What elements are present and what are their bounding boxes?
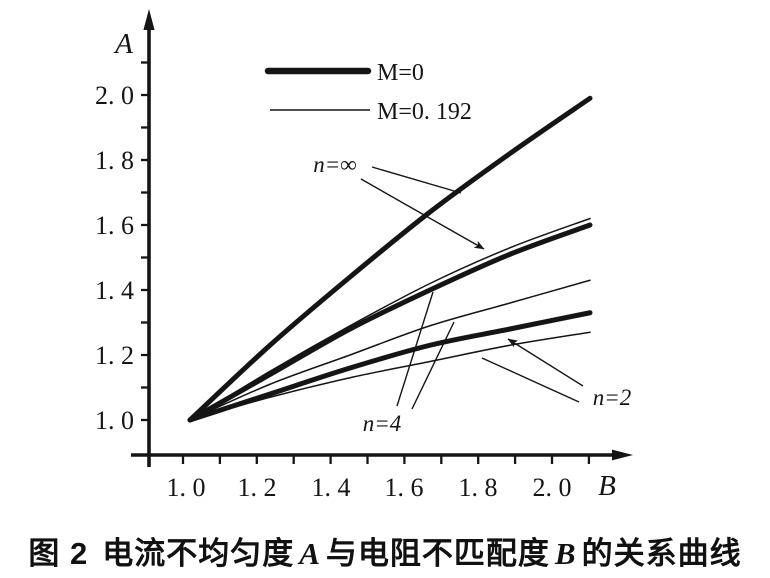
x-tick-label: 1. 2: [238, 473, 277, 502]
caption-figure-number: 图 2: [28, 536, 89, 571]
line-chart: A B 1. 0 1. 2 1. 4 1. 6 1. 8 2. 0 1. 0 1…: [95, 9, 633, 502]
curve-n-∞-M-0-192: [189, 217, 591, 421]
x-axis-arrow-icon: [612, 449, 633, 461]
leader-n-4-thin: [411, 321, 455, 410]
y-tick-label: 1. 6: [95, 211, 134, 240]
x-tick-label: 1. 0: [167, 473, 206, 502]
x-tick-label: 1. 6: [385, 473, 424, 502]
annotation-n-infinity: n=∞: [313, 152, 356, 177]
legend: M=0 M=0. 192: [264, 60, 472, 125]
x-axis-label: B: [598, 470, 616, 502]
curve-n-4-M-0: [187, 222, 593, 423]
curve-n-∞-M-0: [187, 95, 593, 423]
y-tick-label: 1. 2: [95, 341, 134, 370]
leader-n-infinity-thick: [371, 166, 462, 194]
legend-entry-m0192: M=0. 192: [377, 99, 472, 125]
leader-n-4-thick: [396, 291, 434, 407]
y-tick-label: 2. 0: [95, 81, 134, 110]
curve-n-2-M-0-192: [189, 331, 591, 421]
annotation-n-2: n=2: [593, 385, 632, 410]
y-tick-label: 1. 4: [95, 276, 134, 305]
caption-text-3: 的关系曲线: [581, 536, 742, 571]
caption-var-a: A: [299, 536, 321, 571]
x-tick-label: 2. 0: [533, 473, 572, 502]
x-axis-tick-labels: 1. 0 1. 2 1. 4 1. 6 1. 8 2. 0: [167, 473, 572, 502]
annotations: n=∞ n=4 n=2: [313, 152, 631, 436]
caption-text-2: 与电阻不匹配度: [325, 536, 550, 571]
annotation-n-4: n=4: [363, 411, 402, 436]
series-curves: [187, 95, 593, 423]
y-axis-label: A: [113, 28, 133, 60]
leader-n-infinity-thin: [360, 178, 485, 250]
curve-n-4-M-0-192: [189, 279, 591, 421]
axes: [131, 9, 633, 467]
x-tick-label: 1. 4: [312, 473, 351, 502]
figure-caption: 图 2 电流不均匀度 A 与电阻不匹配度 B 的关系曲线: [0, 528, 770, 573]
x-tick-label: 1. 8: [459, 473, 498, 502]
caption-text-1: 电流不均匀度: [102, 536, 295, 571]
x-axis-ticks: [181, 455, 591, 464]
legend-entry-m0: M=0: [377, 60, 424, 86]
y-axis-ticks: [141, 61, 151, 422]
leader-n-2-thin: [481, 357, 580, 403]
y-axis-arrow-icon: [143, 9, 155, 30]
y-axis-tick-labels: 1. 0 1. 2 1. 4 1. 6 1. 8 2. 0: [95, 81, 134, 435]
caption-var-b: B: [554, 536, 577, 571]
curve-n-2-M-0: [187, 310, 593, 423]
leader-n-2-thick: [507, 338, 584, 387]
y-tick-label: 1. 0: [95, 406, 134, 435]
y-tick-label: 1. 8: [95, 146, 134, 175]
